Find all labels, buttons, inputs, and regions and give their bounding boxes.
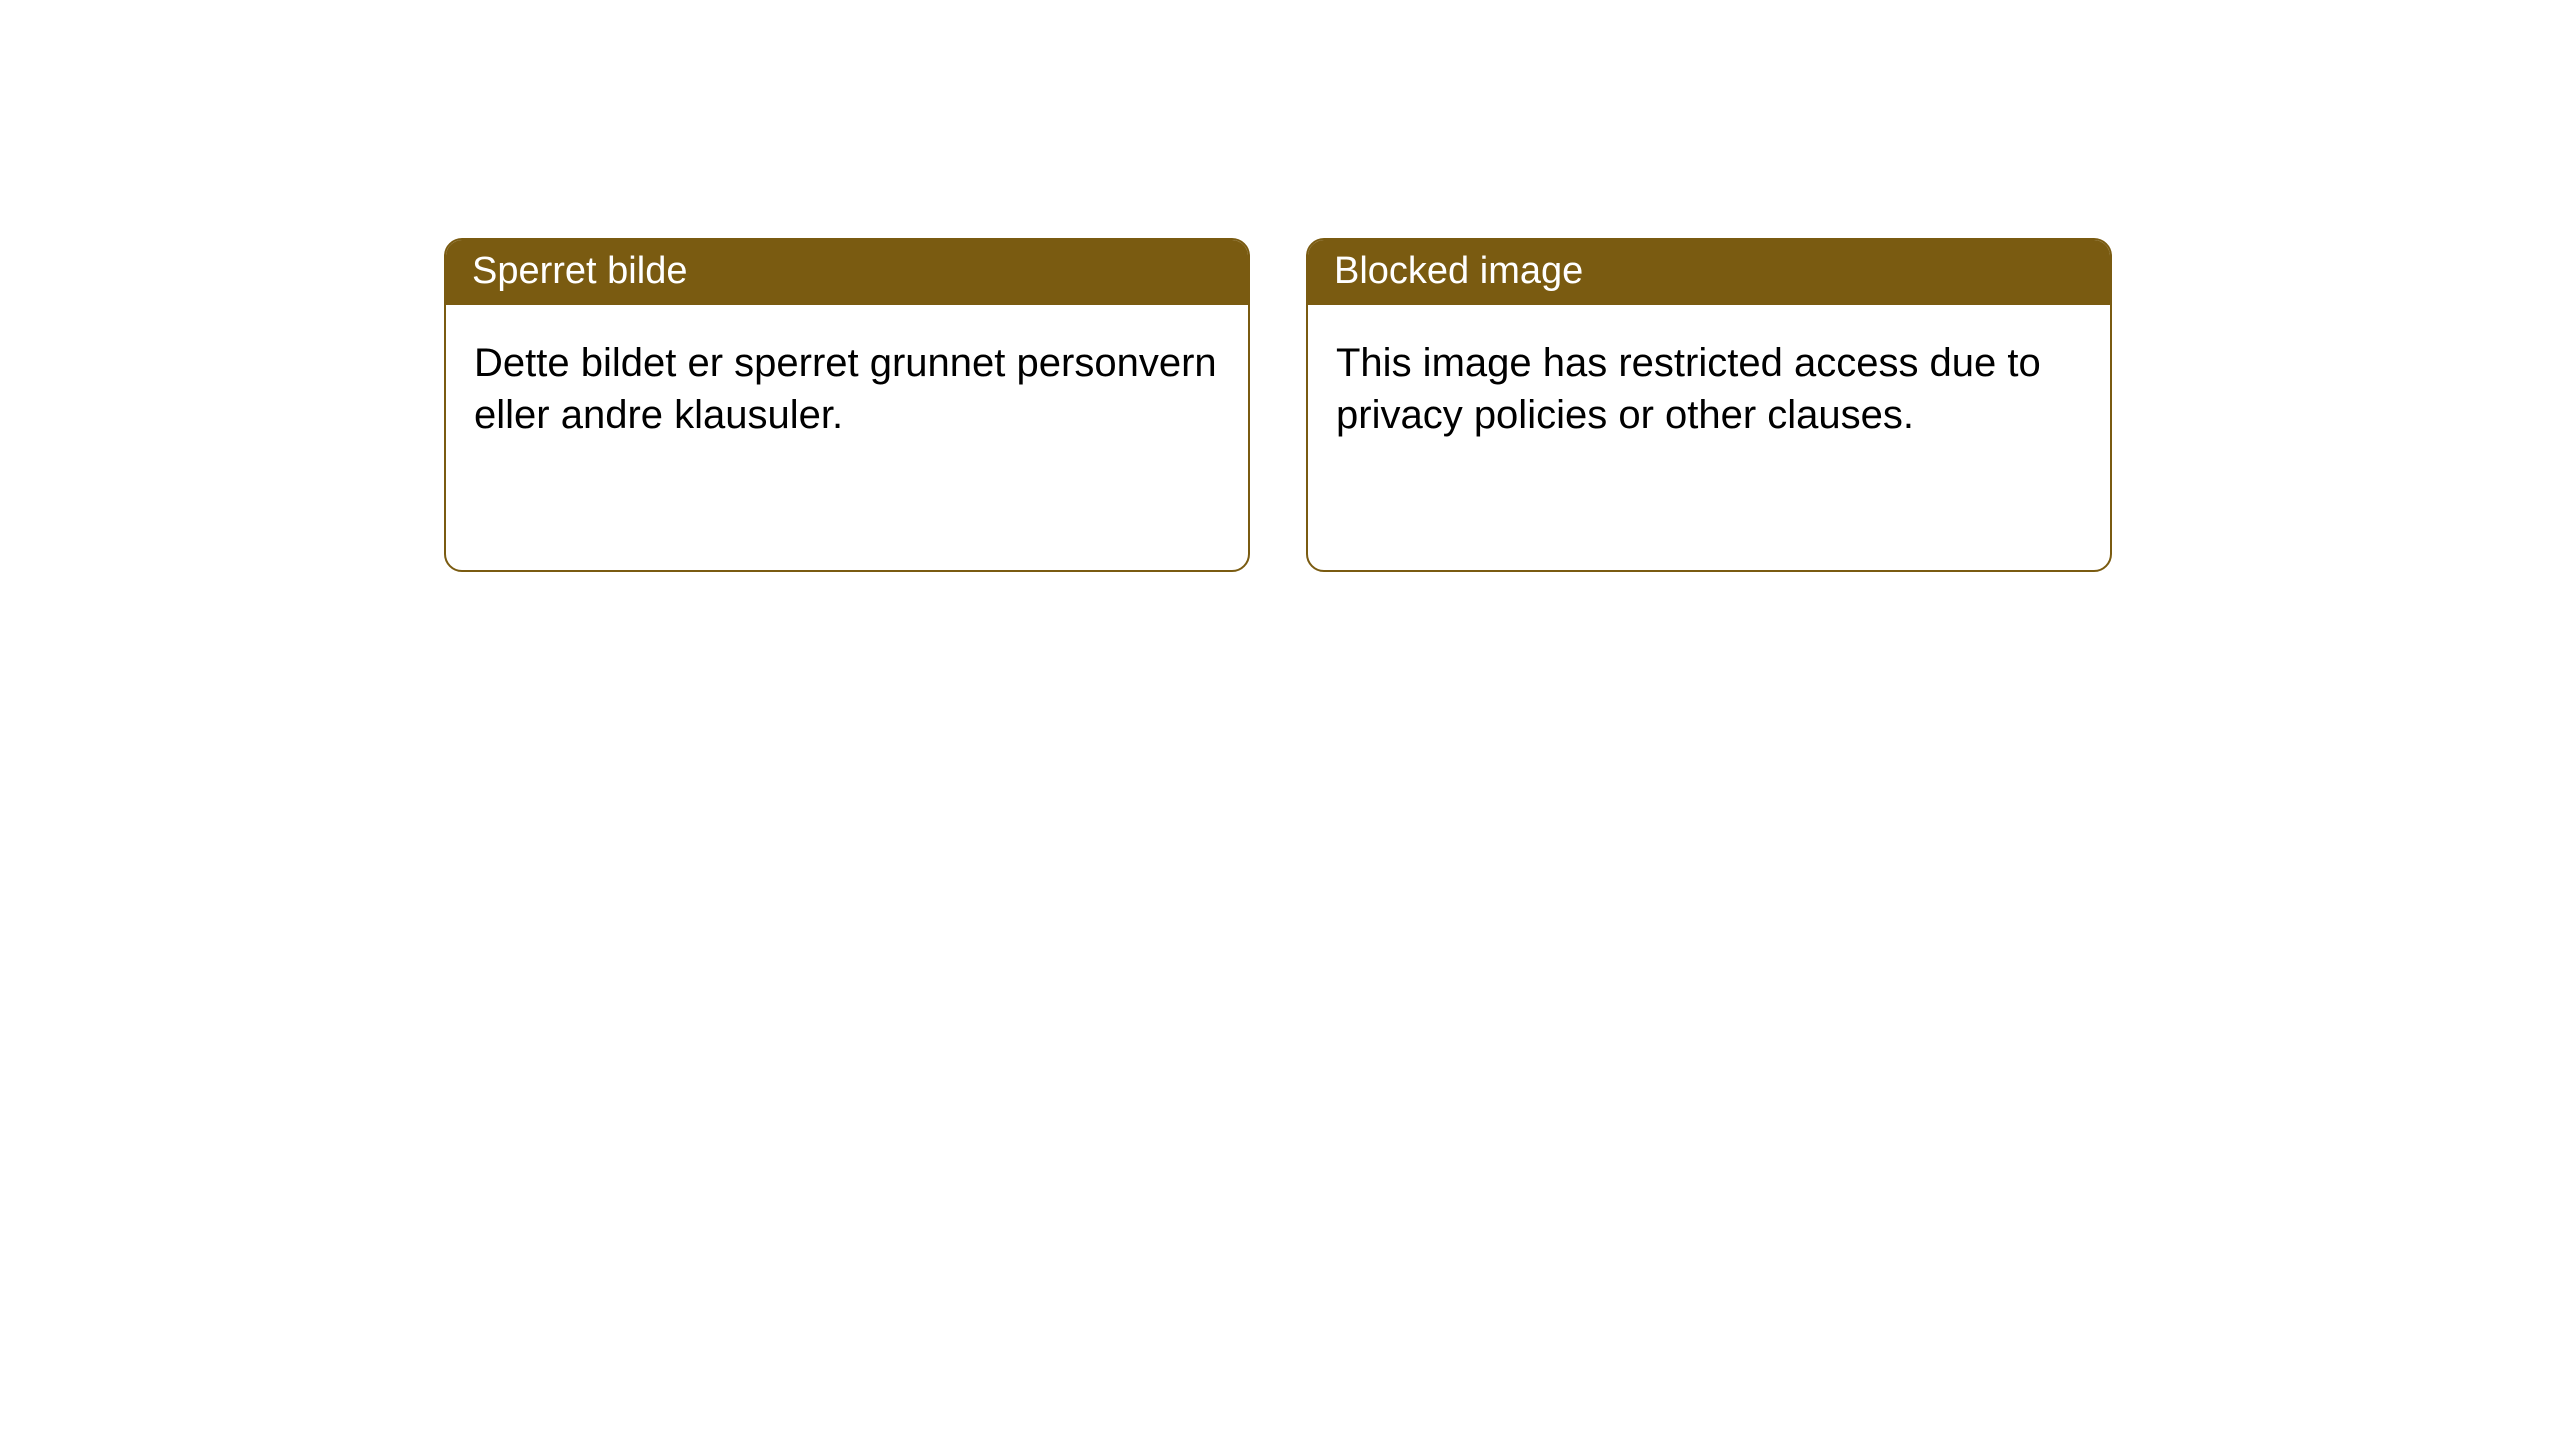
card-title: Blocked image	[1334, 250, 1583, 292]
notice-cards-container: Sperret bilde Dette bildet er sperret gr…	[0, 0, 2560, 572]
card-header: Sperret bilde	[446, 240, 1248, 305]
card-body: Dette bildet er sperret grunnet personve…	[446, 305, 1248, 473]
card-header: Blocked image	[1308, 240, 2110, 305]
card-body-text: Dette bildet er sperret grunnet personve…	[474, 341, 1217, 437]
notice-card-english: Blocked image This image has restricted …	[1306, 238, 2112, 572]
card-title: Sperret bilde	[472, 250, 687, 292]
card-body: This image has restricted access due to …	[1308, 305, 2110, 473]
notice-card-norwegian: Sperret bilde Dette bildet er sperret gr…	[444, 238, 1250, 572]
card-body-text: This image has restricted access due to …	[1336, 341, 2041, 437]
